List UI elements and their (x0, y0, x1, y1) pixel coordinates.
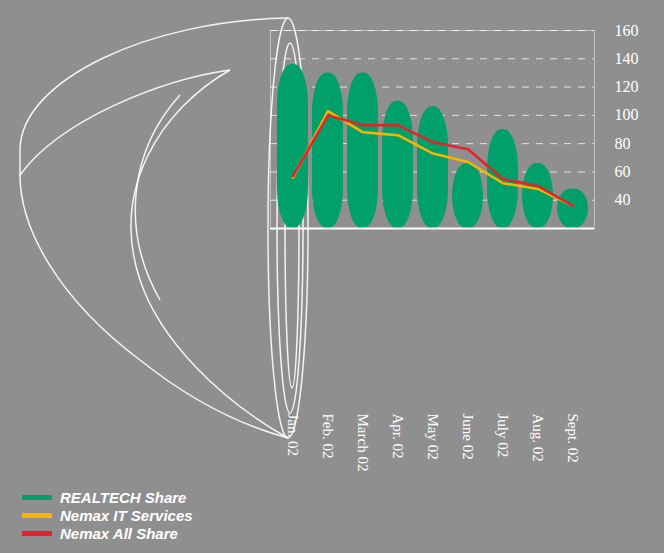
html-text:REALTECH Share: REALTECH Share (60, 488, 187, 506)
html-text:Nemax IT Services: Nemax IT Services (60, 506, 193, 524)
svg-text:160: 160 (615, 22, 639, 39)
svg-text:May 02: May 02 (425, 414, 441, 460)
svg-text:Aug. 02: Aug. 02 (530, 414, 546, 462)
svg-text:Sept. 02: Sept. 02 (565, 414, 581, 463)
svg-text:March 02: March 02 (355, 414, 371, 472)
svg-text:Apr. 02: Apr. 02 (390, 414, 406, 459)
html-text:Nemax All Share: Nemax All Share (60, 524, 178, 542)
svg-text:120: 120 (615, 78, 639, 95)
svg-text:140: 140 (615, 50, 639, 67)
svg-text:60: 60 (615, 163, 631, 180)
svg-text:Feb. 02: Feb. 02 (320, 414, 336, 459)
svg-text:80: 80 (615, 135, 631, 152)
svg-text:Jan. 02: Jan. 02 (285, 414, 301, 457)
svg-text:100: 100 (615, 106, 639, 123)
svg-text:June 02: June 02 (460, 414, 476, 460)
svg-text:40: 40 (615, 191, 631, 208)
svg-text:July 02: July 02 (495, 414, 511, 458)
